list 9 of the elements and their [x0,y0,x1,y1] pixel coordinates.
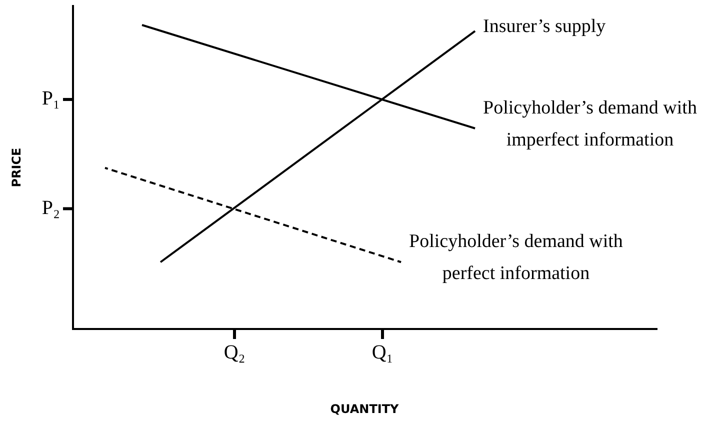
series-label: Insurer’s supply [483,16,606,38]
y-axis-title: PRICE [9,148,24,188]
x-tick-label: Q₁ [372,341,394,364]
text: P₁ [42,88,60,110]
x-tick-label: Q₂ [224,341,246,364]
text: P₂ [42,196,60,219]
series-label: Policyholder’s demand with imperfect information [483,97,698,150]
x-axis-title: QUANTITY [330,402,400,416]
series-label: Policyholder’s demand with perfect information [409,231,624,284]
